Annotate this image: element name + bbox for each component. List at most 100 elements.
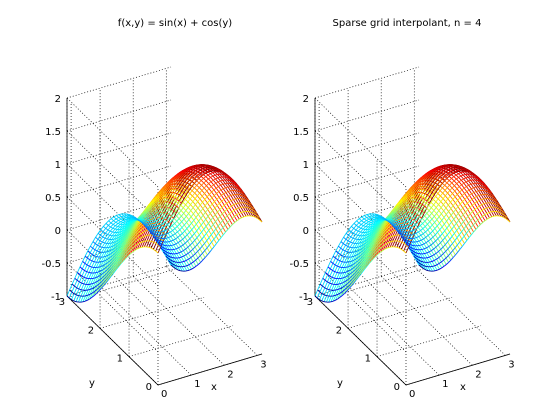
mesh-column-segment [358, 268, 362, 272]
mesh-column-segment [218, 169, 222, 172]
mesh-column-segment [369, 240, 373, 244]
mesh-column-segment [132, 226, 136, 230]
mesh-column-segment [434, 179, 438, 183]
mesh-column-segment [460, 174, 464, 177]
mesh-column-segment [119, 256, 123, 260]
mesh-column-segment [415, 180, 419, 184]
mesh-column-segment [447, 165, 451, 168]
mesh-column-segment [324, 279, 328, 283]
mesh-column-segment [447, 195, 451, 200]
mesh-column-segment [358, 222, 362, 225]
mesh-column-segment [424, 213, 428, 217]
mesh-column-segment [223, 187, 226, 190]
mesh-column-segment [174, 197, 178, 200]
mesh-column-segment [324, 287, 328, 290]
mesh-column-segment [363, 262, 367, 266]
mesh-column-segment [345, 250, 348, 253]
mesh-column-segment [394, 226, 398, 229]
mesh-column-segment [215, 181, 219, 184]
mesh-column-segment [350, 236, 354, 239]
mesh-column-segment [184, 191, 188, 195]
mesh-column-segment [441, 172, 444, 176]
mesh-column-segment [441, 259, 444, 263]
mesh-column-segment [396, 209, 400, 213]
mesh-column-segment [359, 262, 363, 266]
mesh-column-segment [181, 213, 185, 217]
mesh-column-segment [365, 262, 369, 266]
mesh-column-segment [423, 207, 427, 212]
mesh-column-segment [71, 291, 75, 295]
mesh-column-segment [194, 244, 198, 248]
mesh-column-segment [413, 183, 417, 187]
mesh-column-segment [247, 207, 251, 209]
mesh-column-segment [386, 216, 390, 219]
mesh-column-segment [376, 253, 380, 256]
mesh-column-segment [352, 266, 356, 269]
mesh-column-segment [182, 173, 186, 176]
mesh-column-segment [408, 247, 412, 251]
mesh-column-segment [218, 194, 222, 198]
mesh-column-segment [113, 220, 116, 223]
mesh-column-segment [471, 187, 474, 190]
mesh-column-segment [102, 271, 105, 275]
mesh-column-segment [365, 259, 369, 263]
mesh-column-segment [118, 235, 122, 238]
mesh-column-segment [221, 198, 225, 202]
mesh-column-segment [411, 185, 415, 189]
y-tick-label: 2 [88, 325, 94, 336]
mesh-column-segment [364, 251, 368, 255]
mesh-column-segment [369, 260, 373, 264]
mesh-column-segment [149, 232, 153, 235]
mesh-column-segment [158, 230, 162, 232]
mesh-column-segment [451, 176, 455, 179]
mesh-column-segment [365, 256, 369, 260]
mesh-column-segment [147, 220, 151, 222]
mesh-column-segment [216, 196, 220, 200]
mesh-column-segment [375, 226, 379, 230]
mesh-column-segment [456, 227, 460, 231]
mesh-column-segment [376, 223, 380, 226]
mesh-column-segment [163, 233, 166, 236]
mesh-column-segment [216, 167, 219, 170]
mesh-column-segment [418, 178, 422, 182]
mesh-column-segment [164, 194, 168, 199]
mesh-column-segment [215, 225, 219, 230]
mesh-column-segment [365, 223, 369, 225]
mesh-column-segment [453, 215, 457, 220]
mesh-column-segment [414, 209, 418, 213]
mesh-column-segment [367, 238, 371, 242]
mesh-column-segment [93, 293, 97, 296]
mesh-column-segment [392, 217, 396, 220]
mesh-column-segment [403, 203, 407, 207]
mesh-column-segment [395, 206, 399, 210]
mesh-column-segment [429, 255, 432, 258]
mesh-column-segment [177, 240, 181, 243]
mesh-column-segment [400, 223, 404, 226]
mesh-column-segment [441, 265, 445, 269]
mesh-column-segment [359, 242, 362, 244]
mesh-column-segment [458, 172, 461, 175]
mesh-column-segment [166, 206, 170, 209]
mesh-column-segment [177, 173, 181, 177]
mesh-column-segment [166, 189, 170, 193]
mesh-column-segment [493, 206, 496, 209]
mesh-column-segment [204, 202, 208, 206]
mesh-column-segment [463, 181, 467, 184]
mesh-column-segment [233, 182, 237, 185]
mesh-column-segment [476, 176, 480, 179]
mesh-column-segment [444, 164, 448, 167]
mesh-column-segment [472, 203, 475, 206]
mesh-column-segment [415, 227, 419, 230]
mesh-column-segment [489, 190, 493, 194]
mesh-column-segment [399, 199, 403, 204]
mesh-column-segment [394, 213, 398, 216]
mesh-column-segment [340, 254, 343, 257]
mesh-column-segment [495, 203, 498, 206]
mesh-column-segment [428, 202, 432, 206]
mesh-column-segment [352, 237, 356, 240]
mesh-column-segment [347, 240, 351, 243]
mesh-column-segment [168, 260, 171, 263]
mesh-column-segment [119, 259, 123, 263]
mesh-column-segment [73, 293, 77, 296]
mesh-column-segment [477, 224, 481, 228]
